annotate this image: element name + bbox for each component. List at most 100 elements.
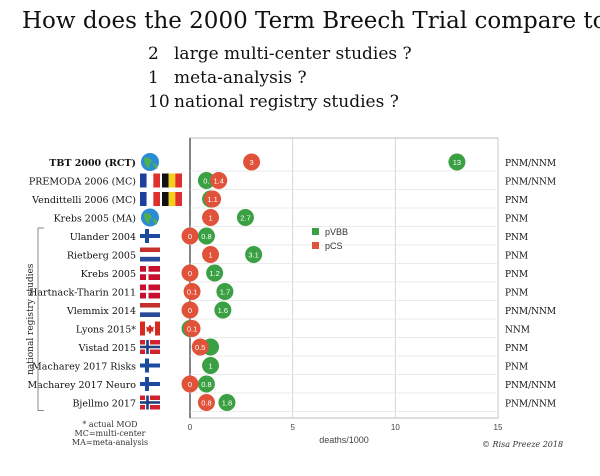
study-label: Rietberg 2005 <box>67 251 136 262</box>
study-label: Vistad 2015 <box>78 343 136 354</box>
legend-swatch-pcs <box>312 242 319 249</box>
x-tick-label: 10 <box>391 423 400 432</box>
globe-land <box>153 163 158 169</box>
flag-stripe <box>155 321 160 336</box>
footnote-mod: * actual MOD <box>82 420 138 429</box>
pvbb-data-label: 1.2 <box>209 269 219 278</box>
flag-stripe <box>140 290 160 293</box>
flag-finland-icon <box>140 377 160 391</box>
subtitle-meta-analysis: 1 meta-analysis ? <box>148 68 307 88</box>
measure-label: PNM <box>505 196 528 206</box>
measure-label: PNM <box>505 215 528 225</box>
registry-group-label: national registry studies <box>26 263 36 375</box>
pcs-point <box>202 246 220 263</box>
flag-stripe <box>146 173 154 188</box>
study-label: Hartnack-Tharin 2011 <box>29 288 136 299</box>
legend-swatch-pvbb <box>312 228 319 235</box>
measure-label: PNM <box>505 344 528 354</box>
flag-france-icon <box>140 192 160 206</box>
pcs-data-label: 1.4 <box>214 177 224 186</box>
flag-belgium-icon <box>162 173 182 188</box>
pvbb-data-label: 1.6 <box>218 306 228 315</box>
flag-stripe <box>140 252 160 257</box>
globe-icon <box>141 153 159 171</box>
page-title: How does the 2000 Term Breech Trial comp… <box>22 8 600 34</box>
flag-stripe <box>168 173 176 188</box>
flag-stripe <box>140 345 160 349</box>
pvbb-data-label: 1.7 <box>220 288 230 297</box>
pvbb-data-label: 3.1 <box>248 251 258 260</box>
measure-label: PNM <box>505 289 528 299</box>
pcs-point <box>197 394 215 411</box>
pcs-point <box>183 320 201 337</box>
flag-stripe <box>140 382 160 386</box>
flag-stripe <box>140 363 160 368</box>
pcs-point <box>181 375 199 393</box>
pcs-point <box>191 338 209 356</box>
flag-netherlands-icon <box>140 247 160 262</box>
flag-stripe <box>140 303 160 308</box>
flag-stripe <box>162 173 169 188</box>
pcs-point <box>181 264 199 282</box>
pvbb-point <box>448 153 466 171</box>
footnote-mc: MC=multi-center <box>74 429 146 438</box>
measure-label: PNM/NNM <box>505 178 556 188</box>
measure-label: PNM <box>505 363 528 373</box>
study-label: Macharey 2017 Neuro <box>27 380 136 391</box>
measure-label: PNM/NNM <box>505 400 556 410</box>
measure-label: NNM <box>505 326 530 336</box>
pcs-data-label: 0 <box>188 380 192 389</box>
footnote-ma: MA=meta-analysis <box>71 438 149 447</box>
pvbb-data-label: 1 <box>208 362 212 371</box>
x-tick-label: 5 <box>290 423 295 432</box>
plot-frame <box>189 137 499 419</box>
flag-stripe <box>140 401 160 404</box>
pcs-point <box>204 190 222 208</box>
subtitle-multicenter: 2 large multi-center studies ? <box>148 44 412 64</box>
legend-label-pvbb: pVBB <box>325 227 348 237</box>
pcs-point <box>181 227 199 245</box>
copyright: © Risa Preeze 2018 <box>482 440 564 449</box>
measure-label: PNM/NNM <box>505 381 556 391</box>
pcs-data-label: 0.8 <box>201 399 211 408</box>
flag-netherlands-icon <box>140 303 160 317</box>
pvbb-point <box>245 246 263 263</box>
study-label: PREMODA 2006 (MC) <box>29 177 136 188</box>
flag-stripe <box>140 192 147 206</box>
flag-denmark-icon <box>140 266 160 280</box>
pvbb-point <box>197 172 215 189</box>
pvbb-point <box>197 375 215 393</box>
flag-stripe <box>175 173 182 188</box>
maple-leaf <box>146 324 154 334</box>
flag-stripe <box>140 247 160 253</box>
study-label: Ulander 2004 <box>70 232 136 243</box>
pcs-data-label: 0.1 <box>187 288 197 297</box>
pcs-data-label: 0.5 <box>195 343 205 352</box>
pcs-data-label: 1 <box>208 251 212 260</box>
measure-label: PNM/NNM <box>505 307 556 317</box>
pcs-data-label: 1 <box>208 214 212 223</box>
study-label: Krebs 2005 <box>81 269 136 280</box>
registry-bracket <box>37 227 44 411</box>
flag-stripe <box>140 173 147 188</box>
pvbb-data-label: 2.7 <box>240 214 250 223</box>
flag-stripe <box>140 312 160 317</box>
pcs-data-label: 0 <box>188 269 192 278</box>
pcs-data-label: 1.1 <box>207 195 217 204</box>
legend-label-pcs: pCS <box>325 241 343 251</box>
pcs-data-label: 3 <box>250 158 254 167</box>
study-label: Macharey 2017 Risks <box>32 362 136 373</box>
pvbb-point <box>218 394 236 411</box>
flag-norway-icon <box>140 340 160 354</box>
pvbb-data-label: 0.8 <box>201 380 211 389</box>
pvbb-point <box>214 301 232 319</box>
measure-label: PNM <box>505 252 528 262</box>
pvbb-point <box>216 283 234 300</box>
pvbb-data-label: 1.8 <box>222 399 232 408</box>
x-tick-label: 0 <box>188 423 193 432</box>
flag-denmark-icon <box>140 284 160 299</box>
x-axis-label: deaths/1000 <box>319 435 369 445</box>
globe-land <box>144 213 152 225</box>
flag-stripe <box>162 192 169 206</box>
